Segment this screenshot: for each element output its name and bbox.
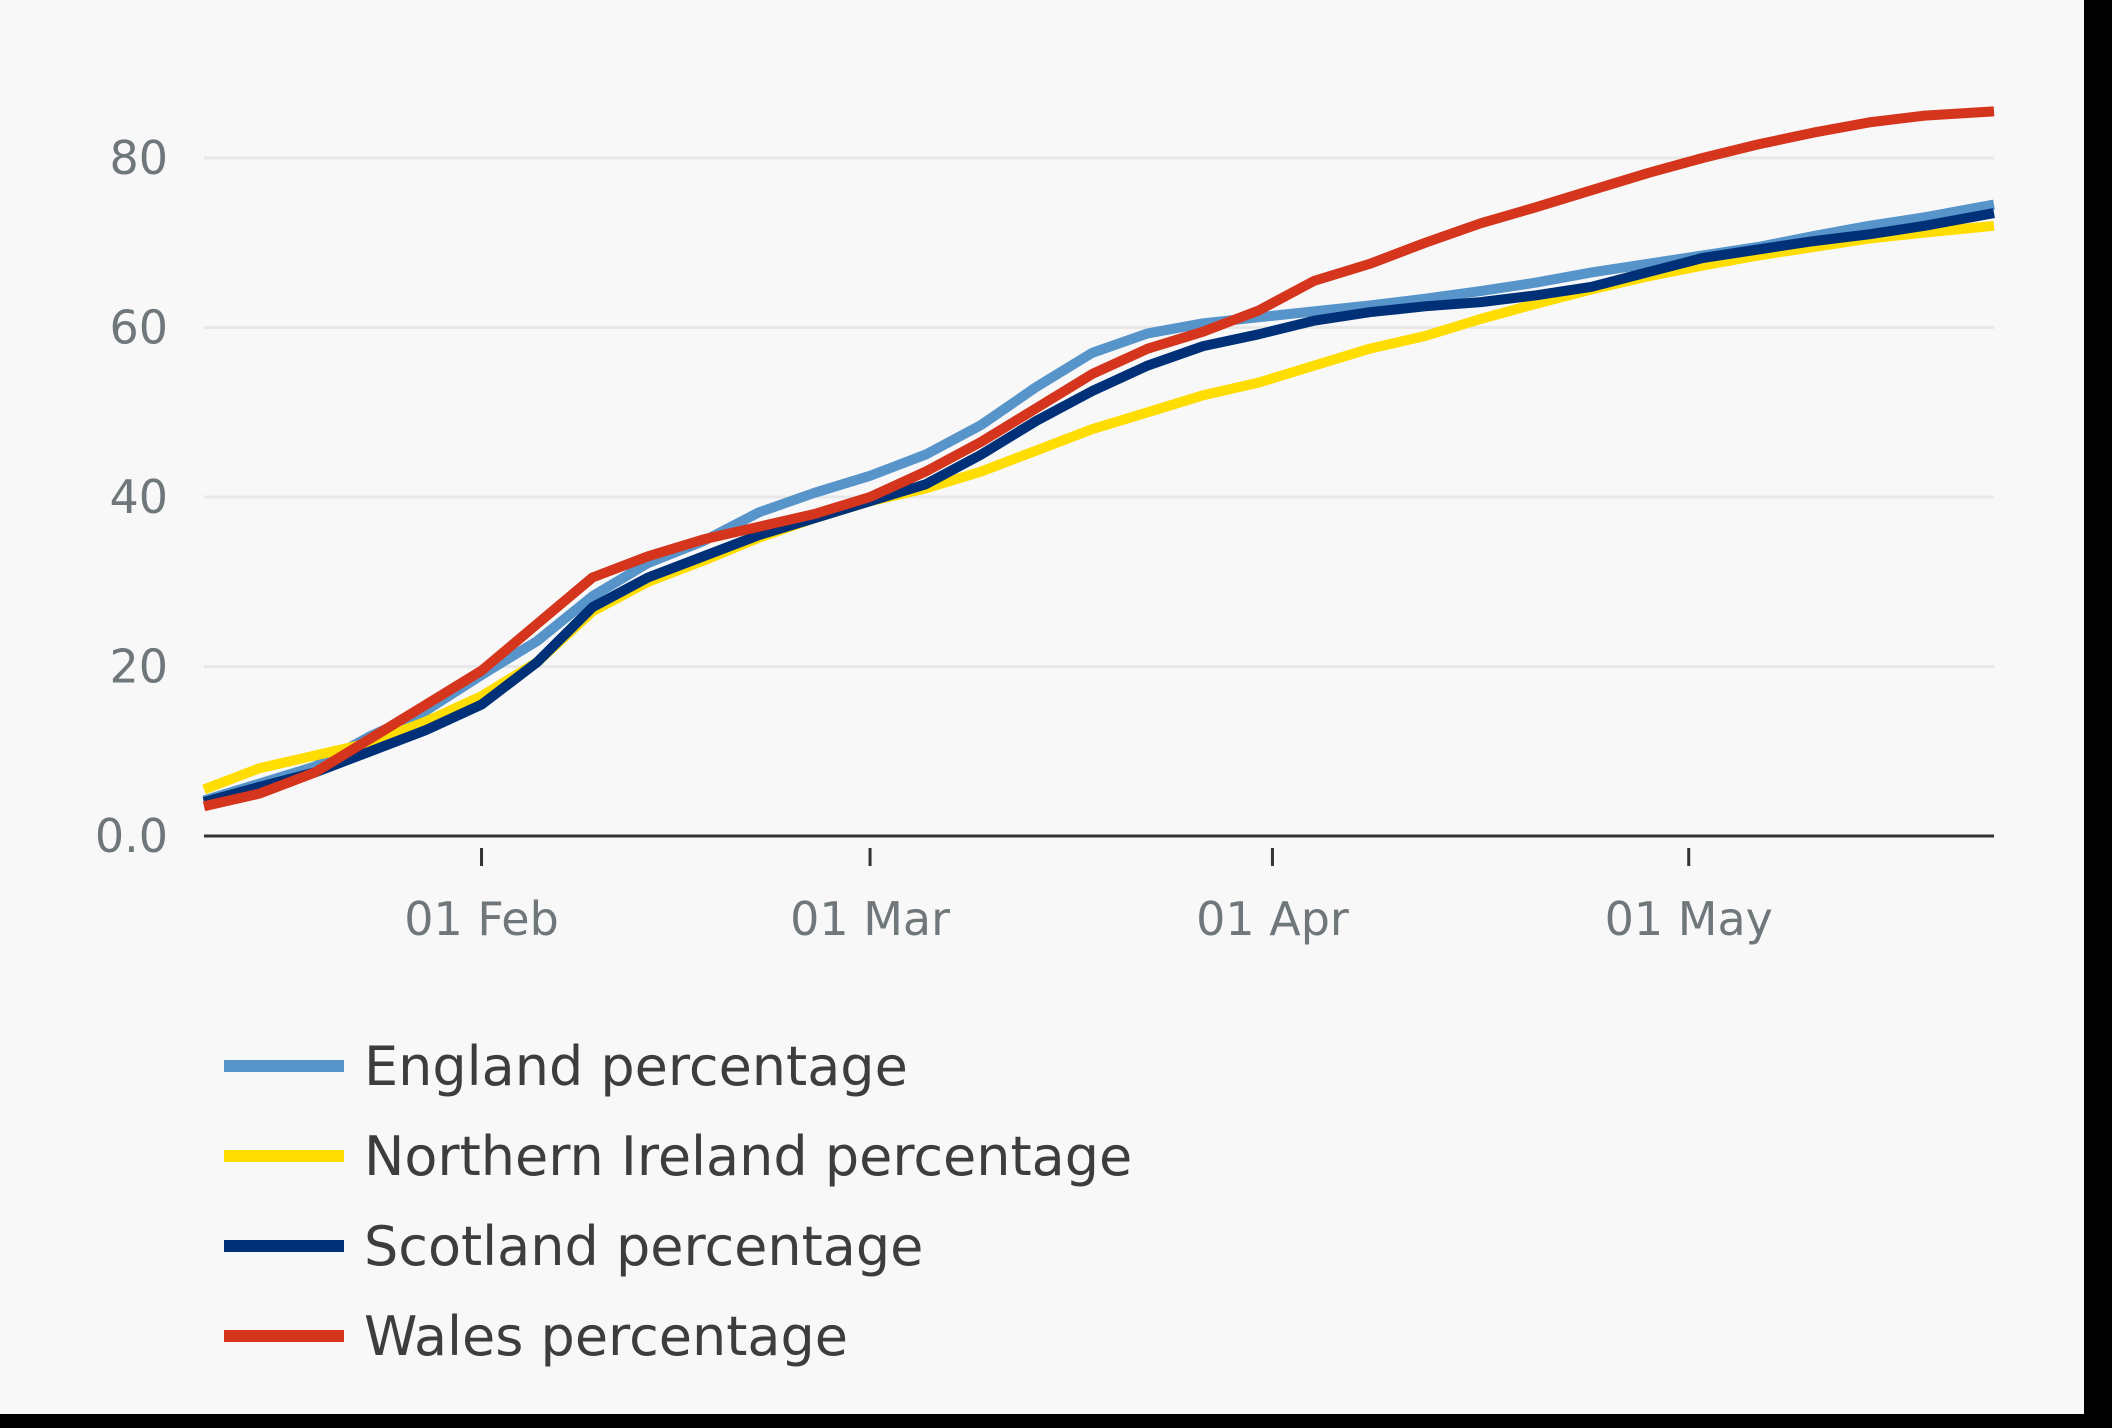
x-tick-label: 01 Feb xyxy=(404,892,559,946)
y-tick-label: 0.0 xyxy=(95,809,168,863)
legend-label: England percentage xyxy=(364,1035,908,1098)
series-lines xyxy=(202,106,1995,812)
x-tick-label: 01 May xyxy=(1605,892,1773,946)
legend: England percentage Northern Ireland perce… xyxy=(224,1035,1132,1368)
legend-label: Scotland percentage xyxy=(364,1215,923,1278)
x-tick-label: 01 Mar xyxy=(790,892,950,946)
series-line-3 xyxy=(202,208,1995,807)
y-tick-label: 40 xyxy=(109,470,168,524)
series-line-4 xyxy=(202,106,1995,812)
legend-label: Wales percentage xyxy=(364,1305,848,1368)
y-axis-ticks: 0.0 20 40 60 80 xyxy=(95,131,168,863)
y-tick-label: 80 xyxy=(109,131,168,185)
legend-label: Northern Ireland percentage xyxy=(364,1125,1132,1188)
gridlines xyxy=(204,156,1994,668)
x-tick-label: 01 Apr xyxy=(1196,892,1349,946)
x-axis-ticks: 01 Feb 01 Mar 01 Apr 01 May xyxy=(404,848,1773,946)
y-tick-label: 20 xyxy=(109,640,168,694)
y-tick-label: 60 xyxy=(109,301,168,355)
chart-panel xyxy=(0,0,2084,1414)
